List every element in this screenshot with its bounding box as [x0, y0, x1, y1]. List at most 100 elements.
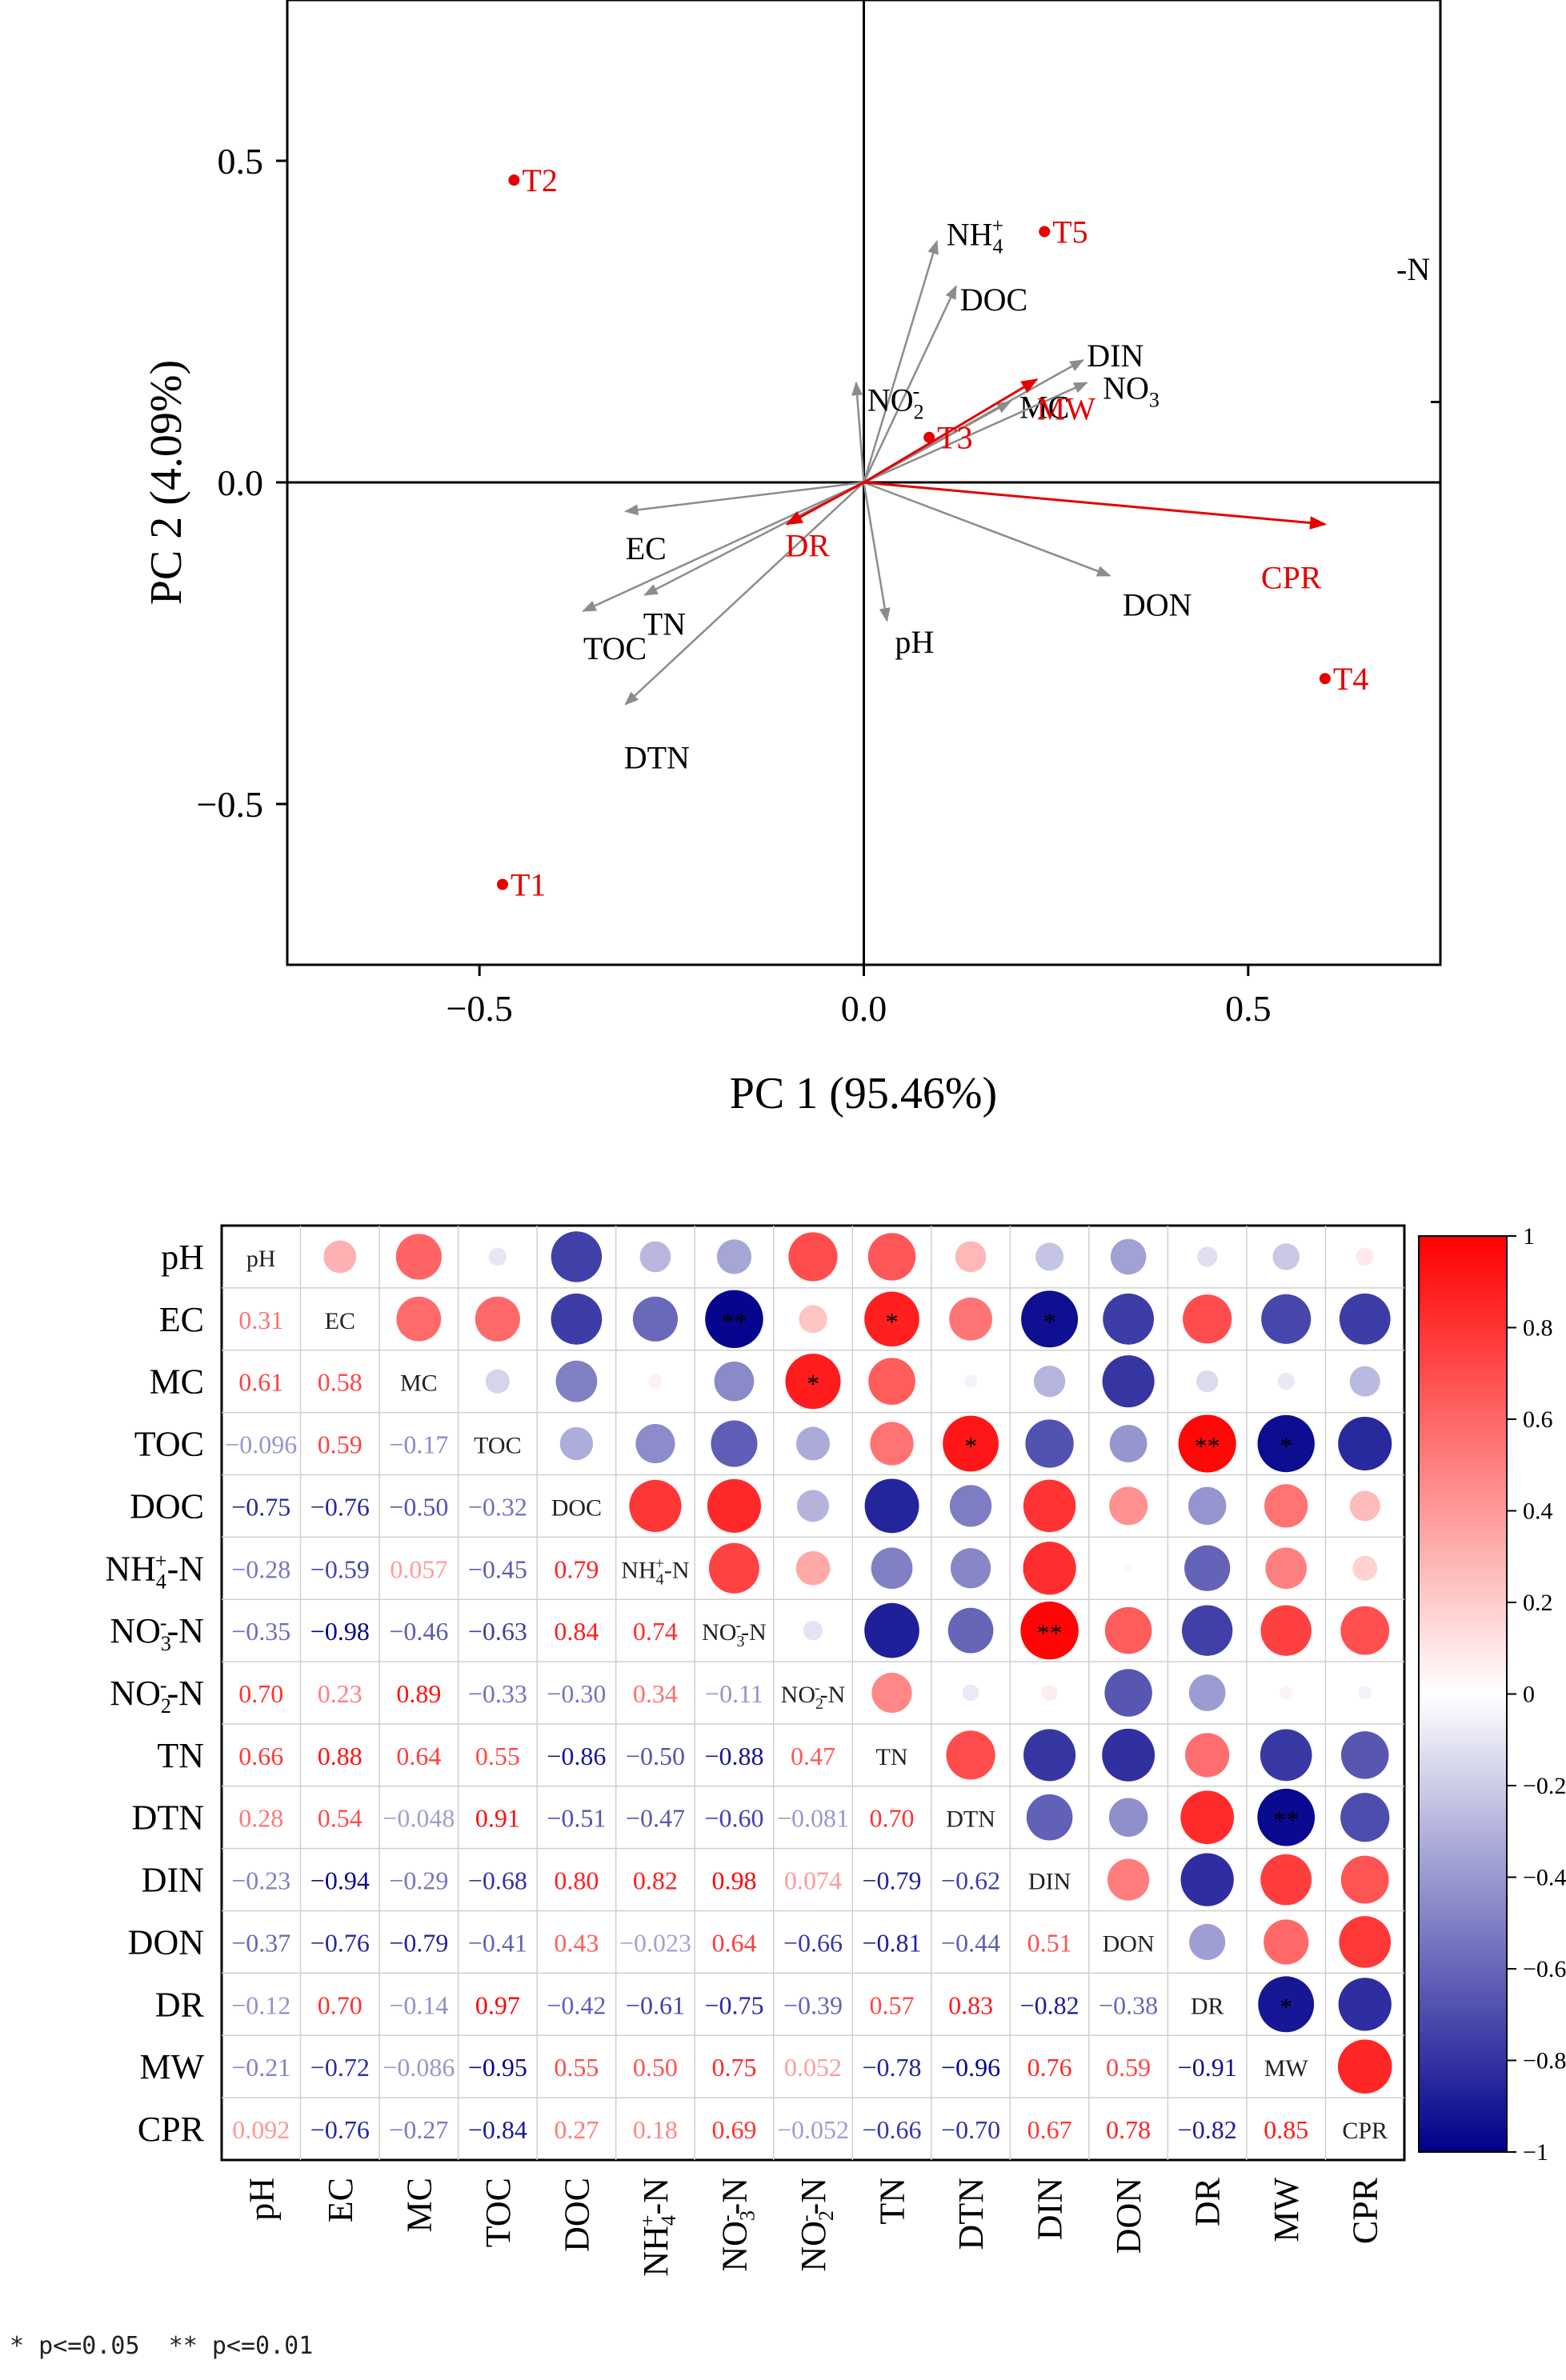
heatmap-coefficient: 0.66 — [238, 1742, 283, 1770]
heatmap-circle — [795, 1550, 831, 1586]
heatmap-coefficient: 0.59 — [318, 1430, 362, 1459]
heatmap-coefficient: −0.88 — [704, 1742, 763, 1770]
heatmap-column-label: MW — [1267, 2178, 1306, 2242]
heatmap-coefficient: −0.33 — [468, 1679, 527, 1708]
heatmap-coefficient: 0.64 — [711, 1928, 756, 1957]
heatmap-circle — [648, 1374, 663, 1389]
heatmap-circle — [714, 1361, 755, 1402]
heatmap-coefficient: 0.31 — [238, 1306, 283, 1334]
heatmap-column-label: DON — [1109, 2178, 1148, 2254]
heatmap-coefficient: 0.28 — [238, 1804, 283, 1833]
heatmap-coefficient: −0.30 — [547, 1679, 606, 1708]
heatmap-circle — [1109, 1486, 1148, 1526]
heatmap-circle — [1026, 1794, 1073, 1841]
heatmap-row-label: DIN — [142, 1861, 204, 1900]
heatmap-diagonal-label: DIN — [1028, 1869, 1071, 1895]
heatmap-circle — [864, 1291, 919, 1347]
pca-arrow-label: pH — [895, 624, 934, 660]
pca-response-label: MW — [1037, 390, 1096, 426]
heatmap-circle — [867, 1233, 916, 1281]
heatmap-coefficient: 0.59 — [1106, 2053, 1151, 2082]
colorbar-gradient — [1418, 1235, 1508, 2153]
heatmap-column-label: CPR — [1346, 2177, 1385, 2244]
heatmap-coefficient: −0.59 — [310, 1554, 370, 1583]
heatmap-coefficient: 0.70 — [318, 1990, 362, 2019]
heatmap-coefficient: 0.98 — [711, 1866, 756, 1895]
heatmap-circle — [1196, 1246, 1218, 1267]
heatmap-coefficient: −0.048 — [382, 1804, 455, 1833]
heatmap-coefficient: 0.55 — [554, 2053, 599, 2082]
heatmap-circle — [788, 1232, 838, 1282]
heatmap-cells: pH0.31 EC ** * *0.61 0.58 MC *−0.096 0.59 −0.17 TO… — [225, 1231, 1392, 2144]
pca-sample-point — [1039, 226, 1051, 238]
heatmap-coefficient: −0.70 — [941, 2115, 1000, 2144]
heatmap-coefficient: 0.76 — [1027, 2053, 1072, 2082]
pca-arrow-label: DOC — [960, 282, 1027, 318]
heatmap-circle — [949, 1485, 992, 1527]
heatmap-circle — [1339, 1916, 1392, 1968]
heatmap-coefficient: −0.32 — [468, 1492, 527, 1521]
heatmap-row-label: DOC — [130, 1486, 204, 1526]
heatmap-circle — [1020, 1601, 1079, 1660]
heatmap-circle — [1109, 1425, 1147, 1462]
heatmap-circle — [962, 1684, 979, 1702]
heatmap-significance-mark: ** — [1273, 1806, 1299, 1834]
heatmap-coefficient: −0.76 — [310, 2115, 370, 2144]
heatmap-coefficient: 0.79 — [554, 1554, 599, 1583]
heatmap-column-labels: pH EC MC TOC DOC NH4+-N NO3--N NO2--N TN DTN DIN DO… — [242, 2177, 1384, 2276]
heatmap-circle — [551, 1231, 603, 1282]
colorbar-tick-label: 0.2 — [1523, 1590, 1553, 1616]
heatmap-coefficient: −0.42 — [547, 1990, 606, 2019]
heatmap-row-label: DR — [155, 1985, 205, 2024]
pca-loading-arrow — [624, 482, 865, 706]
heatmap-coefficient: 0.70 — [870, 1804, 915, 1833]
heatmap-column-label: DR — [1188, 2177, 1228, 2226]
heatmap-coefficient: −0.78 — [863, 2053, 922, 2082]
heatmap-circle — [955, 1241, 987, 1273]
heatmap-row-label: NH4+-N — [105, 1549, 204, 1593]
heatmap-circle — [716, 1239, 752, 1274]
heatmap-coefficient: −0.023 — [619, 1928, 691, 1957]
heatmap-column-label: DIN — [1031, 2178, 1070, 2240]
heatmap-circle — [559, 1426, 594, 1461]
colorbar-tick-label: 0 — [1523, 1682, 1535, 1708]
heatmap-coefficient: −0.63 — [468, 1617, 527, 1646]
heatmap-circle — [1188, 1674, 1226, 1711]
heatmap-row-label: NO3--N — [110, 1611, 204, 1655]
heatmap-circle — [475, 1296, 520, 1342]
heatmap-circle — [639, 1241, 671, 1273]
heatmap-coefficient: 0.51 — [1027, 1928, 1072, 1957]
heatmap-circle — [1339, 1293, 1391, 1345]
heatmap-diagonal-label: CPR — [1342, 2118, 1388, 2144]
heatmap-coefficient: −0.17 — [389, 1430, 448, 1459]
pca-sample-label: T1 — [511, 867, 546, 903]
pca-y-tick-label: 0.0 — [218, 462, 264, 503]
pca-y-tick-label: 0.5 — [218, 141, 264, 182]
heatmap-circle — [1181, 1605, 1233, 1656]
heatmap-coefficient: −0.61 — [626, 1990, 685, 2019]
heatmap-column-label: NH4+-N — [636, 2178, 680, 2277]
pca-sample-label: T5 — [1052, 214, 1087, 250]
heatmap-diagonal-label: DTN — [946, 1806, 995, 1833]
heatmap-coefficient: −0.72 — [310, 2053, 370, 2082]
pca-stray-label: -N — [1396, 251, 1430, 287]
heatmap-circle — [1184, 1545, 1231, 1591]
heatmap-circle — [871, 1672, 912, 1714]
heatmap-coefficient: −0.086 — [382, 2053, 455, 2082]
heatmap-circle — [1183, 1294, 1232, 1344]
heatmap-circle — [395, 1234, 442, 1280]
heatmap-coefficient: 0.88 — [318, 1742, 362, 1770]
heatmap-circle — [1277, 1372, 1295, 1390]
heatmap-circle — [864, 1478, 919, 1534]
heatmap-coefficient: 0.74 — [633, 1617, 678, 1646]
heatmap-circle — [1110, 1238, 1147, 1275]
heatmap-circle — [1180, 1790, 1235, 1845]
heatmap-coefficient: −0.60 — [704, 1804, 763, 1833]
heatmap-circle — [1338, 1416, 1392, 1471]
heatmap-coefficient: 0.75 — [711, 2053, 756, 2082]
heatmap-circle — [796, 1490, 830, 1522]
heatmap-circle — [1260, 1605, 1312, 1656]
colorbar-tick-label: −1 — [1523, 2139, 1548, 2166]
pca-arrow-label: EC — [626, 530, 667, 566]
